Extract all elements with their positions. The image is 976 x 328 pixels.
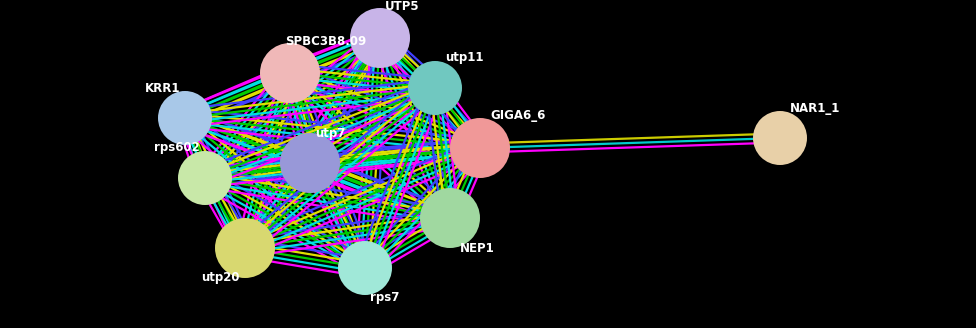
Text: KRR1: KRR1 [144, 81, 180, 94]
Circle shape [408, 61, 462, 115]
Circle shape [178, 151, 232, 205]
Circle shape [280, 133, 340, 193]
Text: UTP5: UTP5 [385, 0, 420, 12]
Text: rps602: rps602 [154, 141, 200, 154]
Text: utp20: utp20 [201, 272, 240, 284]
Text: GIGA6_6: GIGA6_6 [490, 110, 546, 122]
Circle shape [350, 8, 410, 68]
Text: NEP1: NEP1 [460, 241, 495, 255]
Circle shape [158, 91, 212, 145]
Circle shape [450, 118, 510, 178]
Text: utp11: utp11 [445, 51, 483, 65]
Text: NAR1_1: NAR1_1 [790, 101, 840, 114]
Text: rps7: rps7 [370, 292, 399, 304]
Circle shape [260, 43, 320, 103]
Circle shape [753, 111, 807, 165]
Text: SPBC3B8.09: SPBC3B8.09 [285, 34, 366, 48]
Circle shape [215, 218, 275, 278]
Circle shape [338, 241, 392, 295]
Text: utp7: utp7 [315, 127, 346, 139]
Circle shape [420, 188, 480, 248]
